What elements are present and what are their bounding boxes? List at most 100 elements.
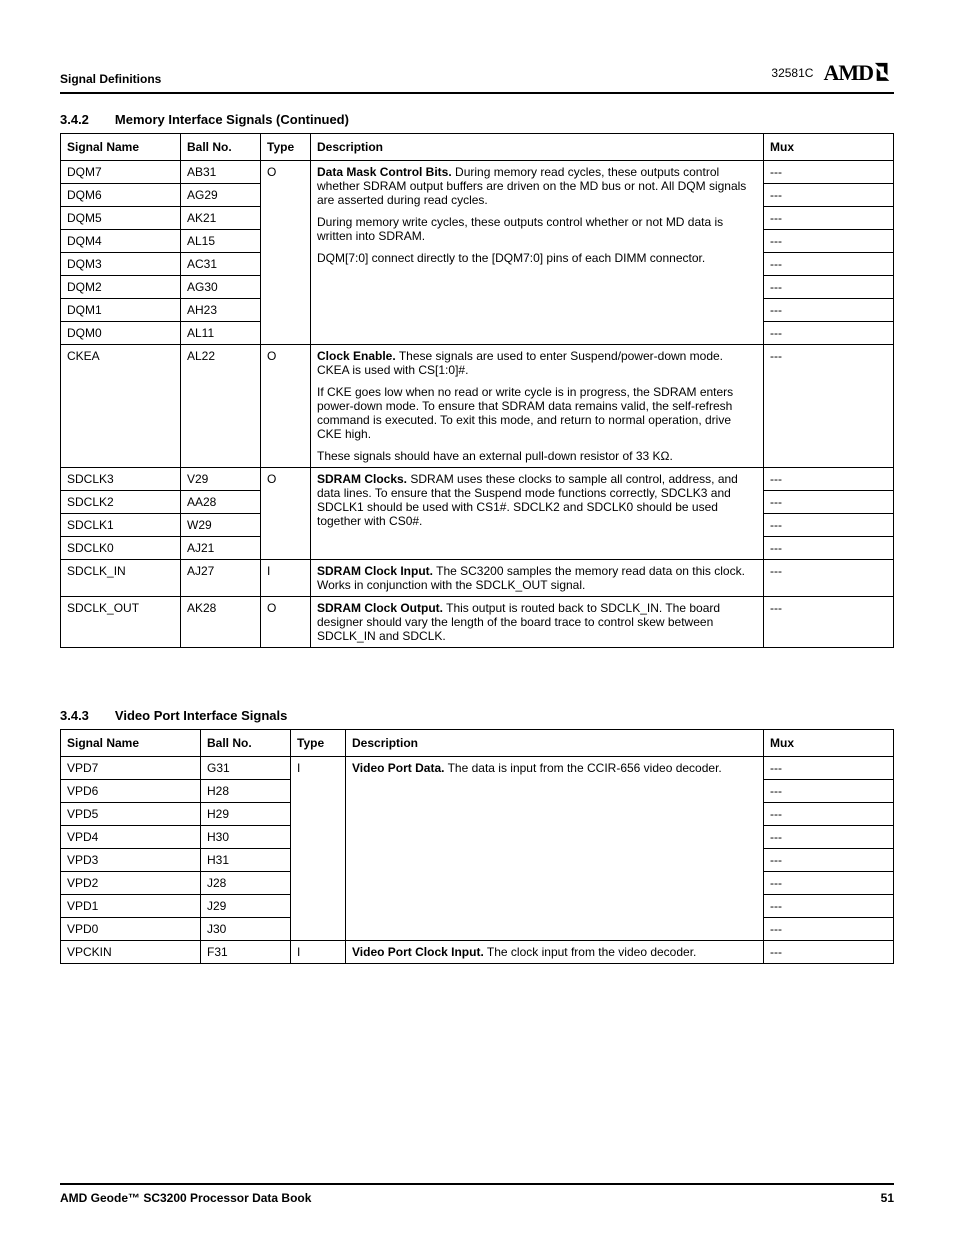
table-header-row: Signal Name Ball No. Type Description Mu… xyxy=(61,134,894,161)
cell-ball: J28 xyxy=(201,872,291,895)
desc-lead: SDRAM Clock Input. xyxy=(317,564,433,578)
table-row: VPD7 G31 I Video Port Data. The data is … xyxy=(61,757,894,780)
cell-type: I xyxy=(261,560,311,597)
desc-text: These signals should have an external pu… xyxy=(317,449,757,463)
cell-ball: H28 xyxy=(201,780,291,803)
desc-text: DQM[7:0] connect directly to the [DQM7:0… xyxy=(317,251,757,265)
th-signal: Signal Name xyxy=(61,730,201,757)
table-row: VPCKIN F31 I Video Port Clock Input. The… xyxy=(61,941,894,964)
th-signal: Signal Name xyxy=(61,134,181,161)
cell-mux: --- xyxy=(764,941,894,964)
cell-signal: DQM2 xyxy=(61,276,181,299)
cell-ball: AC31 xyxy=(181,253,261,276)
desc-text: During memory write cycles, these output… xyxy=(317,215,757,243)
cell-signal: DQM1 xyxy=(61,299,181,322)
cell-mux: --- xyxy=(764,895,894,918)
cell-ball: AB31 xyxy=(181,161,261,184)
cell-mux: --- xyxy=(764,849,894,872)
section-title-342: Memory Interface Signals (Continued) xyxy=(115,112,349,127)
table-row: DQM7 AB31 O Data Mask Control Bits. Duri… xyxy=(61,161,894,184)
cell-type: O xyxy=(261,468,311,560)
th-desc: Description xyxy=(311,134,764,161)
cell-desc: Video Port Clock Input. The clock input … xyxy=(346,941,764,964)
cell-ball: AJ27 xyxy=(181,560,261,597)
cell-signal: VPD3 xyxy=(61,849,201,872)
cell-signal: VPD6 xyxy=(61,780,201,803)
page: Signal Definitions 32581C AMD 3.4.2Memor… xyxy=(0,0,954,1235)
desc-text: The clock input from the video decoder. xyxy=(484,945,697,959)
cell-mux: --- xyxy=(764,514,894,537)
th-mux: Mux xyxy=(764,134,894,161)
cell-signal: CKEA xyxy=(61,345,181,468)
cell-signal: SDCLK_IN xyxy=(61,560,181,597)
cell-signal: DQM4 xyxy=(61,230,181,253)
table-row: SDCLK3 V29 O SDRAM Clocks. SDRAM uses th… xyxy=(61,468,894,491)
cell-mux: --- xyxy=(764,918,894,941)
cell-signal: DQM0 xyxy=(61,322,181,345)
cell-mux: --- xyxy=(764,184,894,207)
cell-desc: SDRAM Clocks. SDRAM uses these clocks to… xyxy=(311,468,764,560)
cell-mux: --- xyxy=(764,803,894,826)
th-ball: Ball No. xyxy=(181,134,261,161)
cell-ball: J29 xyxy=(201,895,291,918)
memory-interface-table: Signal Name Ball No. Type Description Mu… xyxy=(60,133,894,648)
cell-signal: SDCLK_OUT xyxy=(61,597,181,648)
cell-signal: SDCLK2 xyxy=(61,491,181,514)
cell-signal: VPD7 xyxy=(61,757,201,780)
cell-ball: AL15 xyxy=(181,230,261,253)
desc-text: If CKE goes low when no read or write cy… xyxy=(317,385,757,441)
cell-type: O xyxy=(261,161,311,345)
desc-lead: Data Mask Control Bits. xyxy=(317,165,452,179)
amd-logo-text: AMD xyxy=(823,60,873,85)
cell-desc: SDRAM Clock Output. This output is route… xyxy=(311,597,764,648)
cell-mux: --- xyxy=(764,161,894,184)
desc-lead: SDRAM Clock Output. xyxy=(317,601,443,615)
cell-signal: DQM3 xyxy=(61,253,181,276)
cell-desc: SDRAM Clock Input. The SC3200 samples th… xyxy=(311,560,764,597)
video-port-table: Signal Name Ball No. Type Description Mu… xyxy=(60,729,894,964)
section-number-342: 3.4.2 xyxy=(60,112,89,127)
cell-mux: --- xyxy=(764,253,894,276)
cell-mux: --- xyxy=(764,780,894,803)
desc-lead: Video Port Data. xyxy=(352,761,444,775)
cell-signal: SDCLK1 xyxy=(61,514,181,537)
cell-mux: --- xyxy=(764,537,894,560)
cell-mux: --- xyxy=(764,491,894,514)
cell-signal: VPD1 xyxy=(61,895,201,918)
cell-signal: VPD2 xyxy=(61,872,201,895)
section-heading-342: 3.4.2 Memory Interface Signals (Continued… xyxy=(60,112,894,127)
cell-signal: SDCLK3 xyxy=(61,468,181,491)
cell-mux: --- xyxy=(764,826,894,849)
cell-ball: AA28 xyxy=(181,491,261,514)
cell-ball: H29 xyxy=(201,803,291,826)
cell-ball: AK28 xyxy=(181,597,261,648)
section-heading-343: 3.4.3Video Port Interface Signals xyxy=(60,708,894,723)
footer-title: AMD Geode™ SC3200 Processor Data Book xyxy=(60,1191,311,1205)
cell-ball: AG30 xyxy=(181,276,261,299)
table-row: CKEA AL22 O Clock Enable. These signals … xyxy=(61,345,894,468)
cell-ball: AG29 xyxy=(181,184,261,207)
cell-ball: V29 xyxy=(181,468,261,491)
cell-ball: AL11 xyxy=(181,322,261,345)
cell-signal: SDCLK0 xyxy=(61,537,181,560)
desc-lead: Clock Enable. xyxy=(317,349,396,363)
cell-ball: AJ21 xyxy=(181,537,261,560)
cell-ball: G31 xyxy=(201,757,291,780)
cell-mux: --- xyxy=(764,322,894,345)
cell-mux: --- xyxy=(764,872,894,895)
th-ball: Ball No. xyxy=(201,730,291,757)
table-row: SDCLK_OUT AK28 O SDRAM Clock Output. Thi… xyxy=(61,597,894,648)
cell-mux: --- xyxy=(764,299,894,322)
th-mux: Mux xyxy=(764,730,894,757)
cell-ball: H31 xyxy=(201,849,291,872)
cell-ball: J30 xyxy=(201,918,291,941)
desc-lead: Video Port Clock Input. xyxy=(352,945,484,959)
header-right: 32581C AMD xyxy=(771,60,894,86)
cell-type: O xyxy=(261,597,311,648)
amd-logo: AMD xyxy=(823,60,894,86)
th-type: Type xyxy=(291,730,346,757)
cell-mux: --- xyxy=(764,468,894,491)
th-type: Type xyxy=(261,134,311,161)
cell-type: O xyxy=(261,345,311,468)
cell-ball: AK21 xyxy=(181,207,261,230)
